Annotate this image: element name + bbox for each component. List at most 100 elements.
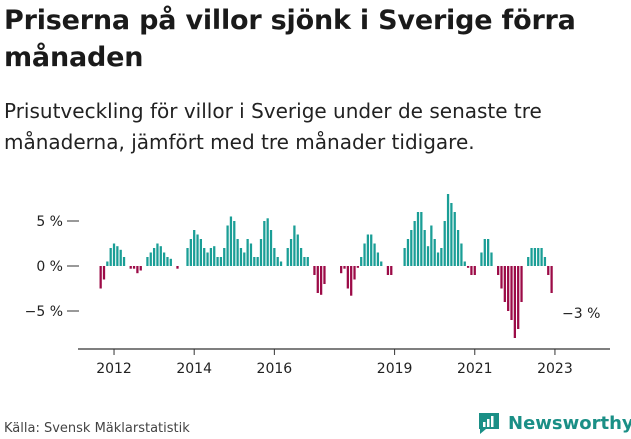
source-note: Källa: Svensk Mäklarstatistik [4,421,190,436]
bar [206,252,209,266]
bar [203,248,206,266]
bar [507,266,510,311]
bar [510,266,513,320]
bar [313,266,316,275]
bar [423,230,426,266]
bar [196,234,199,266]
bar [466,266,470,268]
y-tick-label: 0 % [36,259,63,275]
bar [530,248,533,266]
bar [189,239,192,266]
bar [370,234,373,266]
bar [483,239,486,266]
bar [99,266,102,289]
bar [340,266,343,274]
bar [443,221,446,266]
x-tick-label: 2019 [377,361,413,377]
bar [293,225,296,266]
bar [249,243,253,266]
bar [286,248,289,266]
bar [112,243,116,266]
bar [366,234,370,266]
bar [547,266,550,275]
bar [373,243,376,266]
bar [533,248,537,266]
bar [269,230,273,266]
bar [353,266,356,280]
bar [136,266,139,274]
bar [403,248,406,266]
bar [450,203,453,266]
bar [503,266,506,302]
bar [550,266,553,293]
bar [116,246,119,266]
bar [527,257,530,266]
bar [193,230,196,266]
bar [490,252,493,266]
bar [132,266,136,269]
x-axis-ticks: 2012 2014 2016 2019 2021 2023 [96,349,573,377]
bar [316,266,319,293]
bar [500,266,503,289]
bar [386,266,390,275]
bar [109,248,112,266]
bar [156,243,159,266]
newsworthy-logo-icon [479,413,499,434]
chart-subtitle: Prisutveckling för villor i Sverige unde… [4,99,542,154]
x-tick-label: 2021 [457,361,493,377]
bar [363,243,366,266]
bar [306,257,309,266]
y-tick-label: −5 % [25,304,63,320]
bar [420,212,423,266]
bar [406,239,410,266]
bar [226,225,229,266]
x-tick-label: 2016 [257,361,293,377]
bar [470,266,473,275]
bar [216,257,219,266]
bar [446,194,450,266]
bar [296,234,299,266]
bar [276,257,279,266]
bar [236,239,239,266]
bar [473,266,476,275]
bar [176,266,179,269]
bar [273,248,276,266]
bar [410,230,413,266]
bar [390,266,393,275]
bar [323,266,326,284]
bar [299,248,303,266]
bar [246,239,249,266]
bar [360,257,363,266]
bar [497,266,500,275]
bar [319,266,323,295]
bar [537,248,540,266]
bar [146,257,149,266]
bar [303,257,306,266]
bar [433,239,436,266]
x-tick-label: 2023 [537,361,573,377]
bar [186,248,189,266]
bar [139,266,142,271]
bar [266,218,269,266]
bar [279,261,283,266]
x-tick-label: 2012 [96,361,132,377]
chart-title: Priserna på villor sjönk i Sverige förra… [4,5,576,73]
bar [149,252,152,266]
bar [346,266,349,289]
bar [426,246,430,266]
bar [263,221,266,266]
bar [159,246,162,266]
bar [253,257,256,266]
bar [413,221,416,266]
bar-chart: 5 % 0 % −5 % 2012 2014 2016 2019 2021 2023 −3 % [25,194,610,377]
bar [440,248,443,266]
bar [289,239,293,266]
bars-group [99,194,553,338]
bar [233,221,236,266]
y-tick-label: 5 % [36,214,63,230]
bar [436,252,440,266]
bar [453,212,456,266]
y-axis-ticks: 5 % 0 % −5 % [25,214,79,320]
bar [520,266,523,302]
bar [102,266,106,280]
